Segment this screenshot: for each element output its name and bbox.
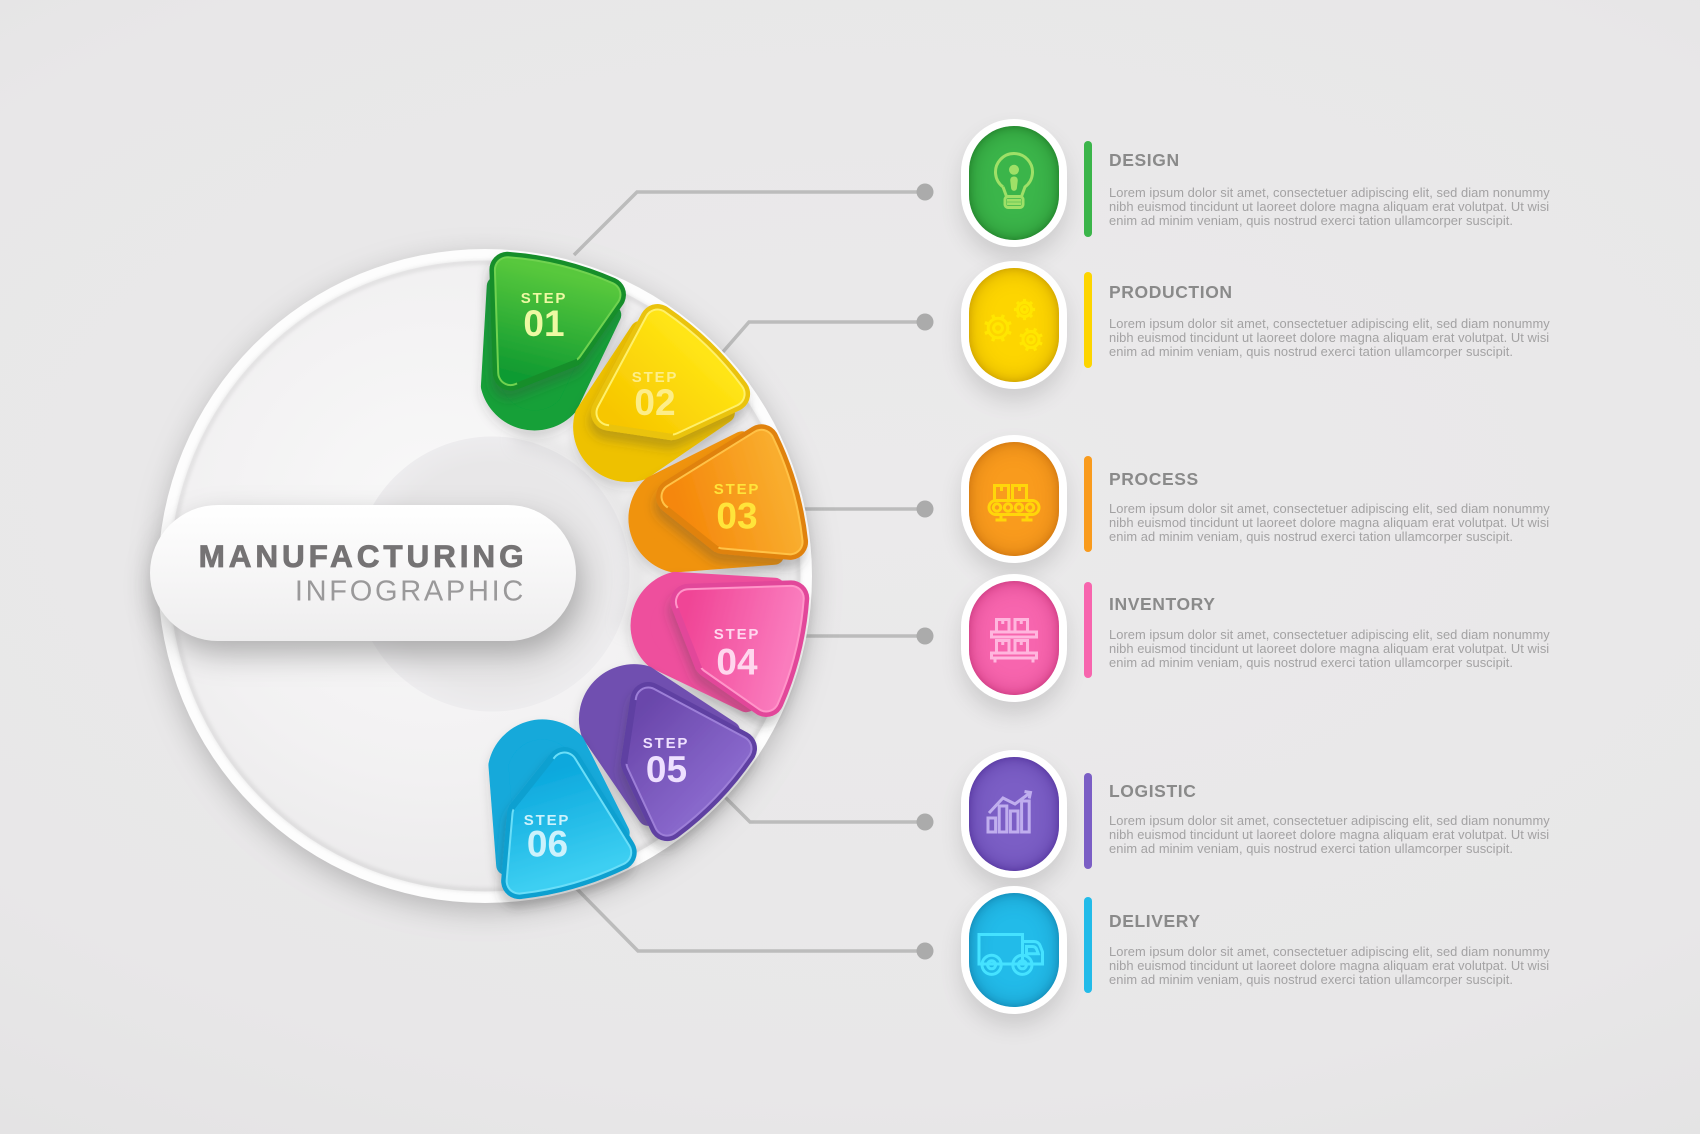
svg-text:03: 03 [716, 496, 757, 537]
svg-text:STEP: STEP [643, 735, 689, 752]
svg-text:STEP: STEP [521, 290, 567, 307]
svg-text:04: 04 [716, 642, 758, 683]
svg-text:STEP: STEP [632, 369, 678, 386]
svg-text:06: 06 [527, 824, 568, 865]
svg-text:MANUFACTURING: MANUFACTURING [199, 538, 528, 574]
svg-text:STEP: STEP [524, 812, 570, 829]
svg-text:STEP: STEP [714, 481, 760, 498]
svg-text:STEP: STEP [714, 626, 760, 643]
svg-text:INFOGRAPHIC: INFOGRAPHIC [295, 576, 526, 608]
svg-text:01: 01 [523, 303, 564, 344]
svg-text:05: 05 [646, 749, 687, 790]
svg-text:02: 02 [634, 382, 675, 423]
